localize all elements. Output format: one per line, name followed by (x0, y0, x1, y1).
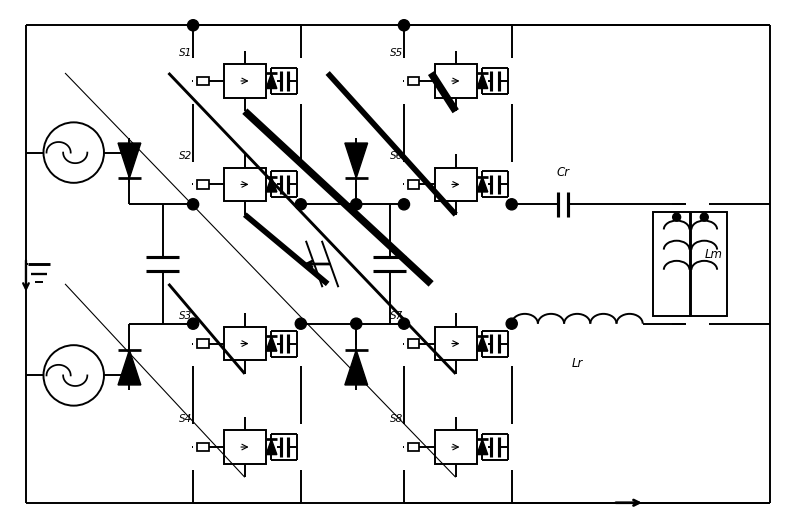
Bar (197, 443, 209, 451)
Polygon shape (477, 336, 488, 351)
Bar (434, 430, 477, 464)
Bar (197, 77, 209, 85)
Bar (224, 430, 266, 464)
Bar (224, 168, 266, 201)
Bar (224, 64, 266, 98)
Text: S8: S8 (390, 414, 403, 424)
Polygon shape (118, 350, 141, 385)
Polygon shape (118, 143, 141, 178)
Circle shape (398, 318, 410, 329)
Text: Cr: Cr (557, 166, 570, 179)
Text: S6: S6 (390, 152, 403, 162)
Polygon shape (345, 350, 368, 385)
Circle shape (398, 20, 410, 31)
Circle shape (187, 318, 198, 329)
Bar (408, 443, 419, 451)
Text: Lr: Lr (571, 357, 583, 370)
Text: S3: S3 (179, 310, 192, 320)
Text: S5: S5 (390, 48, 403, 58)
Polygon shape (477, 73, 488, 89)
Polygon shape (477, 439, 488, 455)
Bar (408, 180, 419, 188)
Bar (654, 212, 727, 316)
Bar (434, 327, 477, 360)
Bar (408, 77, 419, 85)
Polygon shape (477, 177, 488, 192)
Polygon shape (266, 73, 277, 89)
Bar (224, 327, 266, 360)
Bar (197, 180, 209, 188)
Text: S1: S1 (179, 48, 192, 58)
Polygon shape (266, 439, 277, 455)
Circle shape (506, 199, 518, 210)
Circle shape (673, 213, 681, 221)
Circle shape (187, 20, 198, 31)
Polygon shape (345, 143, 368, 178)
Bar (408, 340, 419, 348)
Circle shape (700, 213, 708, 221)
Circle shape (295, 199, 306, 210)
Circle shape (350, 199, 362, 210)
Text: Lm: Lm (705, 248, 722, 261)
Circle shape (398, 199, 410, 210)
Text: S2: S2 (179, 152, 192, 162)
Bar (434, 64, 477, 98)
Circle shape (350, 318, 362, 329)
Polygon shape (266, 336, 277, 351)
Circle shape (295, 318, 306, 329)
Bar (434, 168, 477, 201)
Text: S4: S4 (179, 414, 192, 424)
Circle shape (506, 318, 518, 329)
Text: S7: S7 (390, 310, 403, 320)
Circle shape (187, 199, 198, 210)
Polygon shape (266, 177, 277, 192)
Bar (197, 340, 209, 348)
